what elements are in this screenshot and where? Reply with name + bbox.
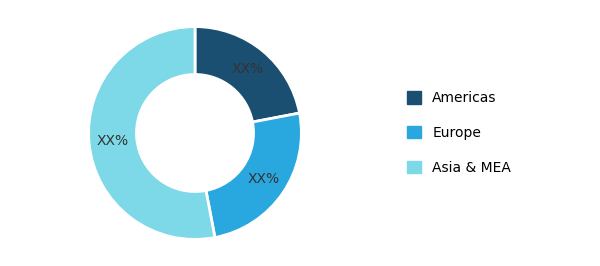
- Wedge shape: [89, 27, 215, 239]
- Text: XX%: XX%: [247, 172, 279, 186]
- Legend: Americas, Europe, Asia & MEA: Americas, Europe, Asia & MEA: [407, 91, 511, 175]
- Text: XX%: XX%: [232, 63, 263, 76]
- Wedge shape: [206, 113, 301, 238]
- Text: XX%: XX%: [97, 134, 129, 148]
- Wedge shape: [195, 27, 299, 122]
